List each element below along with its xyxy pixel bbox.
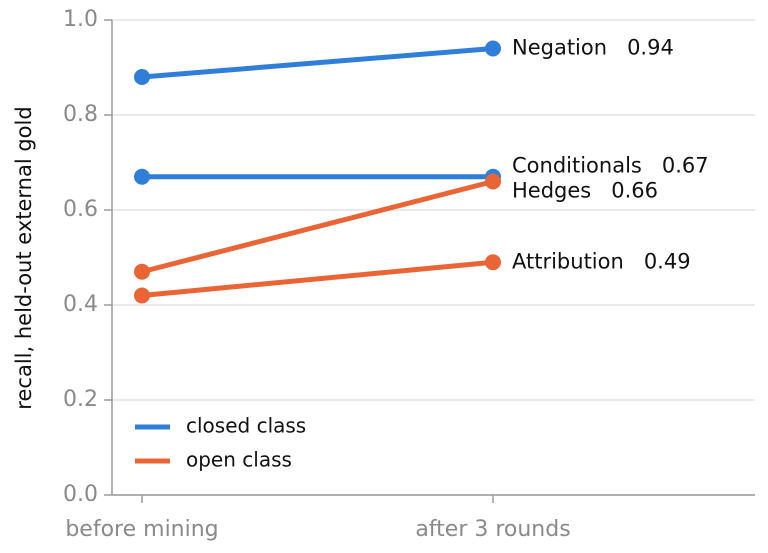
series-name: Hedges	[512, 179, 591, 203]
series-line	[141, 259, 494, 298]
value-label: 0.67	[662, 154, 709, 178]
y-tick-label: 1.0	[63, 7, 98, 32]
y-tick-label: 0.6	[63, 197, 98, 222]
point	[134, 69, 150, 85]
x-tick-label: after 3 rounds	[415, 517, 570, 542]
y-tick-label: 0.8	[63, 102, 98, 127]
legend-label: closed class	[186, 414, 306, 438]
series-name: Negation	[512, 36, 607, 60]
end-label: Attribution 0.49	[512, 249, 691, 273]
y-axis-label: recall, held-out external gold	[12, 106, 36, 409]
value-label: 0.66	[611, 179, 658, 203]
y-tick-label: 0.0	[63, 482, 98, 507]
point	[134, 287, 150, 304]
point	[134, 168, 150, 185]
point	[134, 263, 150, 280]
value-label: 0.49	[644, 249, 691, 273]
end-label: Negation 0.94	[512, 36, 674, 60]
point	[485, 254, 501, 271]
series-name: Conditionals	[512, 154, 642, 178]
y-tick-label: 0.4	[63, 292, 98, 317]
x-tick-label: before mining	[65, 517, 218, 542]
legend-label: open class	[186, 448, 292, 472]
series-line	[141, 46, 494, 80]
series-name: Attribution	[512, 249, 624, 273]
series-line	[141, 179, 494, 275]
end-label: Hedges 0.66	[512, 179, 658, 203]
point	[485, 173, 501, 190]
value-label: 0.94	[627, 36, 674, 60]
point	[485, 40, 501, 57]
end-label: Conditionals 0.67	[512, 154, 709, 178]
y-tick-label: 0.2	[63, 387, 98, 412]
